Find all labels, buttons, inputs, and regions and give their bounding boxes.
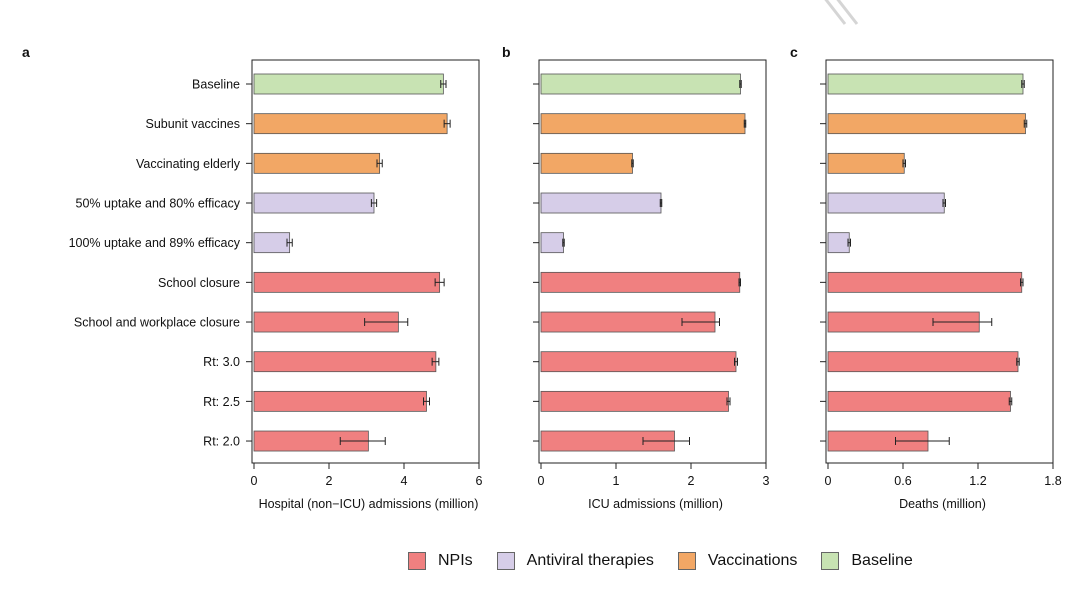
x-tick-label: 2 [688, 474, 695, 488]
x-tick-label: 0 [825, 474, 832, 488]
bar [540, 73, 741, 95]
category-label: Vaccinating elderly [136, 157, 241, 171]
bar [540, 232, 564, 254]
legend-swatch [408, 552, 426, 570]
legend-label: NPIs [438, 552, 473, 569]
category-label: Rt: 2.5 [203, 395, 240, 409]
category-label: Rt: 3.0 [203, 355, 240, 369]
panel-letter: b [502, 44, 511, 60]
legend-item-npis: NPIs [408, 552, 473, 570]
x-axis-label: Hospital (non−ICU) admissions (million) [259, 497, 479, 511]
panel-a: a Baseline Subunit vaccines Vaccinating eld… [22, 44, 483, 511]
legend-label: Baseline [851, 552, 913, 569]
legend-swatch [821, 552, 840, 570]
legend-label: Vaccinations [707, 552, 798, 569]
bar [827, 351, 1019, 373]
bar [253, 271, 441, 293]
bar [253, 232, 291, 254]
panel-letter: a [22, 44, 30, 60]
bar [253, 113, 448, 135]
bar [827, 192, 945, 214]
bar [827, 390, 1011, 412]
bar [540, 390, 729, 412]
x-axis-label: ICU admissions (million) [588, 497, 723, 511]
bar [253, 390, 427, 412]
panel-b: b 0 1 2 3 ICU admissions (million) [502, 44, 770, 511]
legend-swatch [496, 552, 515, 570]
bar [540, 192, 662, 214]
x-tick-label: 3 [763, 474, 770, 488]
bar [827, 271, 1023, 293]
category-label: 50% uptake and 80% efficacy [76, 197, 241, 211]
bar [253, 192, 375, 214]
bar [253, 351, 437, 373]
legend-item-vaccinations: Vaccinations [677, 552, 798, 570]
panel-letter: c [790, 44, 798, 60]
x-tick-label: 1.2 [969, 474, 986, 488]
x-tick-label: 2 [326, 474, 333, 488]
x-tick-label: 0.6 [894, 474, 911, 488]
category-label: School and workplace closure [74, 316, 240, 330]
category-label: Rt: 2.0 [203, 435, 240, 449]
bar [253, 73, 444, 95]
x-tick-label: 1 [613, 474, 620, 488]
bar [827, 232, 850, 254]
bar [827, 73, 1024, 95]
bar [540, 351, 737, 373]
category-label: 100% uptake and 89% efficacy [69, 236, 241, 250]
plot-frame [538, 59, 767, 464]
bar [253, 152, 381, 174]
legend-swatch [677, 552, 696, 570]
x-tick-label: 4 [401, 474, 408, 488]
x-tick-label: 0 [538, 474, 545, 488]
bar [540, 271, 741, 293]
legend-item-antiviral: Antiviral therapies [496, 552, 654, 570]
x-tick-label: 0 [251, 474, 258, 488]
bar [827, 152, 905, 174]
category-label: Subunit vaccines [145, 117, 240, 131]
plot-frame [825, 59, 1054, 464]
bar [827, 113, 1026, 135]
legend: NPIs Antiviral therapies Vaccinations Ba… [408, 552, 937, 570]
category-label: Baseline [192, 78, 240, 92]
category-label: School closure [158, 276, 240, 290]
bar [540, 113, 746, 135]
legend-label: Antiviral therapies [526, 552, 654, 569]
x-axis-label: Deaths (million) [899, 497, 986, 511]
bar [540, 152, 633, 174]
plot-frame [251, 59, 480, 464]
panel-c: c 0 0.6 1.2 1.8 Deaths (million) [790, 44, 1062, 511]
legend-item-baseline: Baseline [821, 552, 913, 570]
x-tick-label: 6 [476, 474, 483, 488]
x-tick-label: 1.8 [1044, 474, 1061, 488]
